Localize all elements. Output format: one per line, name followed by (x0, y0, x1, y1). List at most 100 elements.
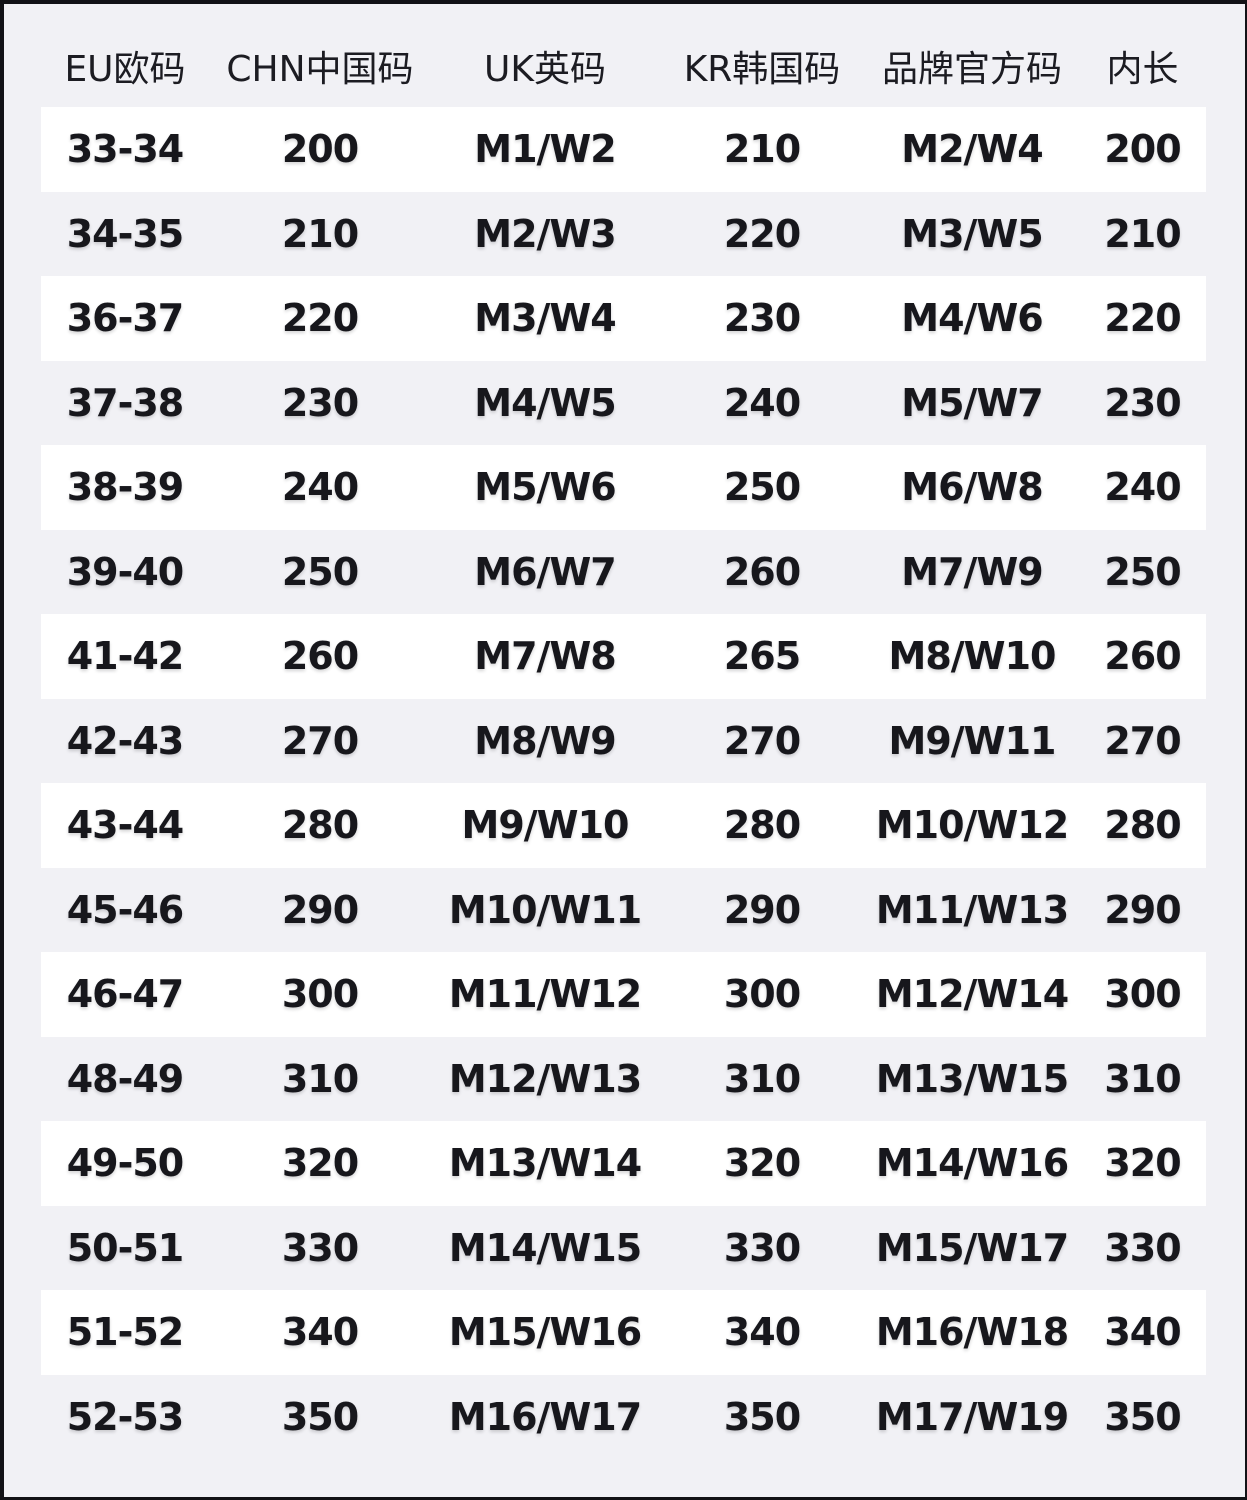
size-cell: 43-44 (66, 803, 185, 848)
size-cell: M12/W13 (448, 1056, 642, 1101)
size-cell: 200 (281, 127, 359, 172)
size-cell: 49-50 (66, 1141, 185, 1186)
table-row: 36-37 220 M3/W4 230 M4/W6 220 (41, 276, 1206, 361)
table-row: 42-43 270 M8/W9 270 M9/W11 270 (41, 699, 1206, 784)
table-row: 41-42 260 M7/W8 265 M8/W10 260 (41, 614, 1206, 699)
size-cell: 210 (281, 211, 359, 256)
size-cell: M9/W10 (461, 803, 630, 848)
size-cell: 340 (1104, 1310, 1181, 1355)
table-row: 37-38 230 M4/W5 240 M5/W7 230 (41, 361, 1206, 446)
size-cell: 48-49 (66, 1056, 185, 1101)
size-cell: 310 (1104, 1056, 1181, 1101)
table-row: 45-46 290 M10/W11 290 M11/W13 290 (41, 868, 1206, 953)
size-cell: M14/W16 (875, 1141, 1069, 1186)
size-cell: 260 (281, 634, 359, 679)
size-cell: 290 (1104, 887, 1181, 932)
size-cell: 39-40 (66, 549, 185, 594)
size-cell: 350 (281, 1394, 359, 1439)
size-cell: M14/W15 (448, 1225, 642, 1270)
size-cell: M6/W8 (901, 465, 1044, 510)
size-cell: 230 (281, 380, 359, 425)
column-header: EU欧码 (64, 49, 186, 90)
size-cell: M3/W5 (901, 211, 1044, 256)
size-cell: 45-46 (66, 887, 185, 932)
column-header: 内长 (1106, 49, 1179, 90)
size-cell: 52-53 (66, 1394, 185, 1439)
size-cell: M1/W2 (474, 127, 617, 172)
size-cell: M4/W6 (901, 296, 1044, 341)
table-row: 49-50 320 M13/W14 320 M14/W16 320 (41, 1121, 1206, 1206)
table-header-row: EU欧码 CHN中国码 UK英码 KR韩国码 品牌官方码 内长 (41, 4, 1206, 107)
size-cell: 33-34 (66, 127, 185, 172)
size-cell: M10/W12 (875, 803, 1069, 848)
table-row: 38-39 240 M5/W6 250 M6/W8 240 (41, 445, 1206, 530)
size-cell: 270 (1104, 718, 1181, 763)
table-row: 51-52 340 M15/W16 340 M16/W18 340 (41, 1290, 1206, 1375)
size-cell: 38-39 (66, 465, 185, 510)
size-cell: 320 (1104, 1141, 1181, 1186)
size-cell: 320 (281, 1141, 359, 1186)
size-cell: 280 (723, 803, 801, 848)
size-cell: M4/W5 (474, 380, 617, 425)
table-row: 52-53 350 M16/W17 350 M17/W19 350 (41, 1375, 1206, 1460)
size-cell: 300 (1104, 972, 1181, 1017)
size-cell: 250 (723, 465, 801, 510)
size-cell: M8/W10 (888, 634, 1057, 679)
size-cell: 50-51 (66, 1225, 185, 1270)
table-row: 39-40 250 M6/W7 260 M7/W9 250 (41, 530, 1206, 615)
size-cell: M7/W8 (474, 634, 617, 679)
size-cell: 260 (1104, 634, 1181, 679)
table-row: 33-34 200 M1/W2 210 M2/W4 200 (41, 107, 1206, 192)
size-cell: M16/W18 (875, 1310, 1069, 1355)
size-cell: 270 (281, 718, 359, 763)
size-cell: 290 (723, 887, 801, 932)
size-cell: M15/W16 (448, 1310, 642, 1355)
size-cell: 330 (723, 1225, 801, 1270)
size-cell: 290 (281, 887, 359, 932)
size-cell: 260 (723, 549, 801, 594)
size-cell: M17/W19 (875, 1394, 1069, 1439)
size-cell: 330 (281, 1225, 359, 1270)
size-cell: 240 (723, 380, 801, 425)
size-cell: 300 (723, 972, 801, 1017)
size-cell: 320 (723, 1141, 801, 1186)
size-cell: M2/W3 (474, 211, 617, 256)
size-cell: M11/W12 (448, 972, 642, 1017)
size-cell: 240 (1104, 465, 1181, 510)
size-cell: M11/W13 (875, 887, 1069, 932)
size-cell: 330 (1104, 1225, 1181, 1270)
size-cell: 280 (1104, 803, 1181, 848)
size-cell: M15/W17 (875, 1225, 1069, 1270)
size-cell: M5/W6 (474, 465, 617, 510)
column-header: 品牌官方码 (881, 49, 1062, 90)
size-cell: 36-37 (66, 296, 185, 341)
size-cell: 220 (281, 296, 359, 341)
size-cell: M3/W4 (474, 296, 617, 341)
size-cell: M2/W4 (901, 127, 1044, 172)
size-cell: 300 (281, 972, 359, 1017)
column-header: CHN中国码 (226, 49, 414, 90)
column-header: KR韩国码 (683, 49, 841, 90)
column-header: UK英码 (484, 49, 606, 90)
table-body: 33-34 200 M1/W2 210 M2/W4 200 34-35 210 M2/W3 220… (41, 107, 1208, 1459)
size-cell: 37-38 (66, 380, 185, 425)
size-cell: 46-47 (66, 972, 185, 1017)
size-cell: 220 (1104, 296, 1181, 341)
size-cell: M9/W11 (888, 718, 1057, 763)
size-cell: 270 (723, 718, 801, 763)
table-row: 43-44 280 M9/W10 280 M10/W12 280 (41, 783, 1206, 868)
table-row: 46-47 300 M11/W12 300 M12/W14 300 (41, 952, 1206, 1037)
size-cell: 240 (281, 465, 359, 510)
size-cell: 42-43 (66, 718, 185, 763)
size-cell: 350 (723, 1394, 801, 1439)
size-cell: 250 (1104, 549, 1181, 594)
size-cell: 200 (1104, 127, 1181, 172)
size-cell: M5/W7 (901, 380, 1044, 425)
table-row: 34-35 210 M2/W3 220 M3/W5 210 (41, 192, 1206, 277)
size-cell: 340 (723, 1310, 801, 1355)
size-cell: M6/W7 (474, 549, 617, 594)
size-cell: 230 (1104, 380, 1181, 425)
size-cell: 51-52 (66, 1310, 185, 1355)
table-row: 50-51 330 M14/W15 330 M15/W17 330 (41, 1206, 1206, 1291)
size-cell: 340 (281, 1310, 359, 1355)
